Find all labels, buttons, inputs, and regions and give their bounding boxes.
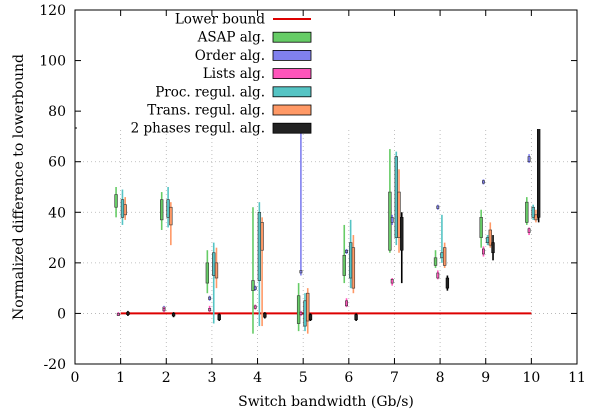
candle-box [257, 211, 262, 281]
legend-label: Lists alg. [203, 66, 265, 82]
legend-background [73, 10, 577, 129]
x-tick-label: 6 [344, 370, 353, 386]
candle-box [114, 194, 118, 208]
candle-box [397, 191, 401, 238]
candle-box [400, 217, 404, 251]
candle-box [488, 229, 492, 246]
candle-box [299, 311, 303, 315]
plot-frame [74, 9, 578, 365]
candle-box [351, 247, 356, 289]
candle-box [485, 237, 490, 243]
candle-box [445, 277, 450, 289]
y-tick-label: 60 [48, 155, 66, 171]
candle-box [308, 314, 313, 321]
candle-box [491, 242, 495, 254]
candle-box [534, 214, 538, 221]
candle-box [171, 313, 176, 317]
legend-label: ASAP alg. [197, 30, 265, 46]
candle-box [345, 249, 348, 254]
candle-box [306, 292, 310, 322]
y-tick-label: -20 [43, 357, 66, 373]
candle-box [214, 262, 219, 279]
candle-box [260, 222, 264, 251]
x-tick-label: 8 [436, 370, 445, 386]
x-tick-label: 4 [253, 370, 262, 386]
x-tick-label: 10 [522, 370, 540, 386]
candle-box [208, 308, 212, 312]
axes: 0 1 2 3 4 5 6 7 8 9 10 11 -20 0 20 40 60 80 100 120 Switch b… [11, 3, 586, 410]
legend: Lower bound ASAP alg. Order alg. Lists alg.… [73, 10, 577, 137]
candle-box [433, 257, 438, 266]
candle-box [212, 252, 216, 276]
candle-box [296, 295, 301, 324]
candle-box [208, 296, 212, 300]
candle-box [116, 313, 120, 316]
candle-box [253, 286, 257, 290]
x-tick-label: 3 [207, 370, 216, 386]
y-axis-title: Normalized difference to lowerbound [11, 54, 27, 320]
legend-swatch [272, 86, 312, 98]
y-tick-label: 40 [48, 205, 66, 221]
candle-box [253, 305, 257, 309]
candle-box [162, 308, 166, 312]
candle-box [482, 248, 485, 255]
candle-box [251, 280, 255, 291]
candle-box [440, 252, 444, 259]
legend-label: 2 phases regul. alg. [131, 121, 265, 137]
candle-box [126, 311, 130, 315]
candle-box [169, 206, 173, 226]
data-marks [114, 42, 541, 334]
x-tick-label: 2 [162, 370, 171, 386]
candle-box [479, 217, 483, 238]
plot-area [75, 10, 577, 364]
legend-swatch [272, 122, 312, 134]
candle-box [442, 247, 447, 266]
candle-box [482, 180, 485, 184]
legend-swatch [272, 68, 312, 79]
candle-box [390, 278, 394, 284]
candle-box [205, 262, 210, 284]
candle-box [342, 254, 346, 276]
legend-swatch [272, 50, 312, 61]
legend-label: Order alg. [195, 48, 265, 64]
candle-box [166, 199, 170, 218]
legend-swatch [272, 31, 312, 43]
legend-label: Proc. regul. alg. [155, 84, 265, 100]
y-tick-label: 80 [48, 104, 66, 120]
x-tick-label: 1 [116, 370, 125, 386]
x-axis-title: Switch bandwidth (Gb/s) [238, 394, 414, 410]
candle-box [527, 228, 531, 233]
x-tick-label: 5 [299, 370, 308, 386]
candle-box [348, 242, 353, 279]
x-tick-label: 0 [71, 370, 80, 386]
candle-box [345, 300, 348, 307]
x-tick-label: 7 [390, 370, 399, 386]
candle-box [436, 272, 440, 279]
candle-box [354, 314, 358, 321]
candle-box [394, 156, 398, 238]
y-tick-label: 20 [48, 256, 66, 272]
y-tick-label: 0 [57, 306, 66, 322]
candle-box [299, 270, 303, 274]
candle-box [436, 205, 440, 209]
candle-box [527, 156, 531, 163]
candle-box [263, 313, 267, 318]
candle-box [123, 204, 127, 216]
x-tick-label: 11 [568, 370, 586, 386]
candle-box [160, 199, 164, 221]
legend-swatch [272, 104, 312, 116]
candle-box [303, 300, 307, 327]
legend-label: Lower bound [175, 12, 266, 28]
legend-label: Trans. regul. alg. [147, 103, 265, 119]
candle-box [531, 206, 535, 218]
y-tick-label: 100 [39, 54, 66, 70]
candle-box [525, 201, 529, 223]
candle-box [217, 314, 221, 321]
candle-box [390, 217, 394, 223]
y-tick-label: 120 [39, 3, 66, 19]
x-tick-label: 9 [481, 370, 490, 386]
candle-box [120, 199, 125, 218]
